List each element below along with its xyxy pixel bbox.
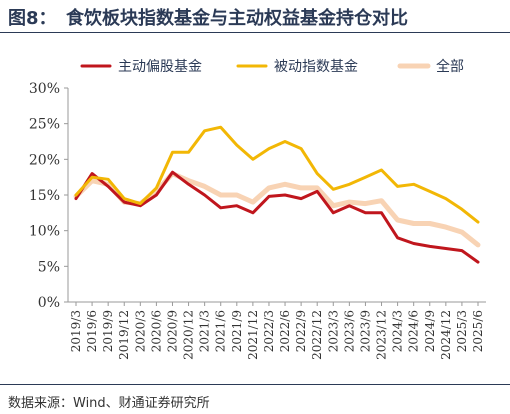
x-tick-label: 2024/3 [391,310,405,352]
x-tick-label: 2022/12 [310,310,324,360]
y-tick-label: 30% [29,81,60,97]
footer-rule [0,384,510,385]
x-tick-label: 2022/3 [262,310,276,352]
x-tick-label: 2019/3 [69,310,83,352]
y-tick-label: 0% [38,295,60,311]
x-tick-label: 2021/9 [230,310,244,352]
x-tick-label: 2024/12 [439,310,453,360]
y-tick-label: 20% [29,152,60,168]
x-tick-label: 2021/6 [214,310,228,352]
x-tick-label: 2023/6 [342,310,356,352]
series-line-1 [74,125,480,224]
x-tick-label: 2023/3 [326,310,340,352]
source-note: 数据来源：Wind、财通证券研究所 [8,396,210,411]
legend-label-0: 主动偏股基金 [118,58,202,75]
x-tick-label: 2019/9 [101,310,115,352]
x-tick-label: 2020/3 [133,310,147,352]
y-tick-label: 10% [29,224,60,240]
x-tick-label: 2025/6 [471,310,485,352]
x-tick-label: 2022/9 [294,310,308,352]
figure-number: 图8： [8,8,57,29]
x-tick-label: 2025/3 [455,310,469,352]
x-tick-label: 2023/9 [358,310,372,352]
x-tick-label: 2021/3 [198,310,212,352]
legend-label-1: 被动指数基金 [274,58,358,75]
chart-title: 食饮板块指数基金与主动权益基金持仓对比 [66,8,408,29]
header: 图8： 食饮板块指数基金与主动权益基金持仓对比 [0,0,510,36]
series-line-2 [73,171,481,248]
legend-label-2: 全部 [436,58,464,75]
x-tick-label: 2019/12 [117,310,131,360]
x-tick-label: 2021/12 [246,310,260,360]
x-tick-label: 2019/6 [85,310,99,352]
x-tick-label: 2020/6 [149,310,163,352]
x-tick-label: 2022/6 [278,310,292,352]
header-rule [0,32,510,33]
y-tick-label: 25% [29,117,60,133]
line-chart: 0% 5% 10% 15% 20% 25% 30% 2019/3 2019/6 2019/9 201… [29,58,486,360]
x-tick-label: 2023/12 [375,310,389,360]
x-tick-label: 2020/9 [165,310,179,352]
y-tick-label: 5% [38,259,60,275]
x-tick-label: 2024/6 [407,310,421,352]
y-tick-label: 15% [29,188,60,204]
x-tick-label: 2024/9 [423,310,437,352]
series-line-0 [74,170,480,264]
x-tick-label: 2020/12 [182,310,196,360]
